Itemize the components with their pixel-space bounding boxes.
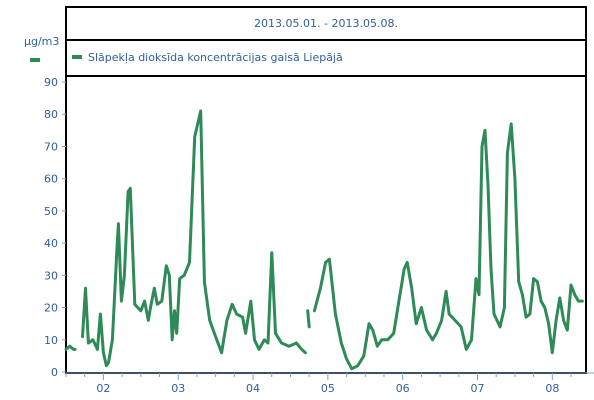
title-box	[65, 6, 587, 41]
series-group	[64, 109, 584, 371]
series-line-segment	[81, 109, 307, 368]
y-tick-label: 0	[51, 366, 58, 379]
y-tick-label: 20	[44, 302, 58, 315]
y-tick-label: 90	[44, 76, 58, 89]
x-tick-label: 07	[471, 382, 485, 395]
y-unit-label: µg/m3	[24, 35, 59, 48]
legend-label: Slāpekļa dioksīda koncentrācijas gaisā L…	[88, 51, 343, 64]
x-tick-label: 08	[545, 382, 559, 395]
x-tick-label: 02	[96, 382, 110, 395]
series-line-segment	[64, 344, 77, 351]
series-line-segment	[306, 309, 311, 329]
y-tick-label: 70	[44, 140, 58, 153]
y-tick-label: 60	[44, 173, 58, 186]
x-axis: 02 03 04 05 06 07 08	[65, 373, 572, 395]
x-tick-label: 04	[246, 382, 260, 395]
x-tick-label: 05	[321, 382, 335, 395]
y-axis: 0 10 20 30 40 50 60 70 80 90	[44, 76, 66, 379]
y-tick-label: 50	[44, 205, 58, 218]
chart-title: 2013.05.01. - 2013.05.08.	[254, 17, 398, 30]
y-tick-label: 40	[44, 237, 58, 250]
x-tick-label: 06	[396, 382, 410, 395]
y-tick-label: 10	[44, 334, 58, 347]
y-tick-label: 30	[44, 269, 58, 282]
legend-box	[65, 39, 587, 77]
series-line-segment	[312, 122, 584, 371]
x-tick-label: 03	[171, 382, 185, 395]
plot-area	[65, 75, 587, 374]
y-tick-label: 80	[44, 108, 58, 121]
